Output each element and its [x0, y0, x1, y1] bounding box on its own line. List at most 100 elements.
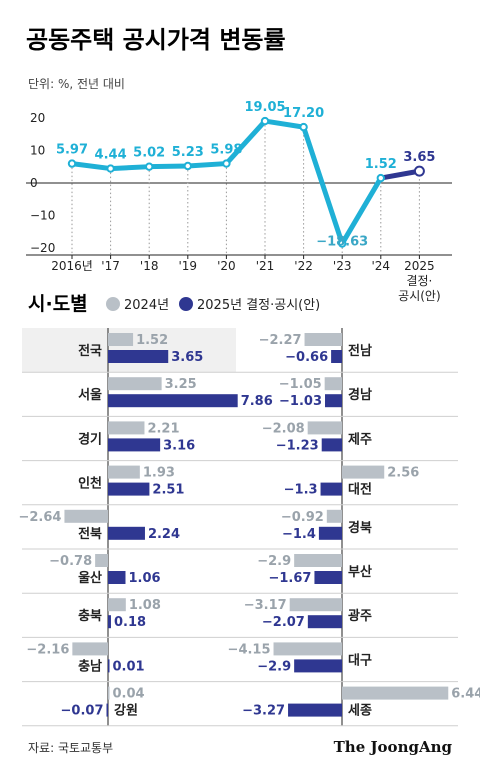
x-tick-label: '17 [101, 259, 120, 273]
value-label: 5.23 [172, 145, 204, 160]
region-label: 광주 [348, 609, 372, 624]
bar-2025 [106, 703, 108, 717]
bar-2024 [342, 686, 449, 700]
x-tick-label: 2025 [404, 259, 435, 273]
series-line [69, 118, 384, 247]
value-label: 1.93 [143, 466, 175, 481]
data-point [222, 159, 231, 168]
value-label: −2.07 [262, 615, 305, 630]
value-label: 3.65 [403, 150, 435, 165]
value-label: 6.44 [451, 687, 480, 702]
data-point [145, 162, 154, 171]
region-label: 경북 [348, 520, 372, 536]
value-label: −0.66 [285, 350, 328, 365]
region-label: 대구 [348, 653, 372, 668]
bar-2025 [108, 571, 126, 584]
value-label: −2.16 [26, 642, 69, 657]
chart-title: 공동주택 공시가격 변동률 [26, 26, 286, 54]
bar-2025 [108, 394, 238, 408]
value-label: 3.65 [171, 350, 203, 365]
line-chart-guides [71, 121, 420, 255]
bar-2025 [108, 615, 111, 629]
region-label: 인천 [78, 476, 102, 492]
legend-swatch-2025 [179, 297, 193, 311]
data-point [183, 161, 193, 171]
y-tick-label: 10 [30, 144, 45, 158]
value-label: 3.16 [163, 438, 195, 453]
legend-swatch-2024 [106, 297, 120, 311]
value-label: −2.9 [257, 659, 291, 674]
x-tick-label: '22 [294, 259, 313, 273]
value-label: 17.20 [283, 106, 324, 121]
brand-logo: The JoongAng [334, 738, 453, 756]
x-tick-label: '21 [256, 259, 275, 273]
value-label: −2.08 [262, 421, 305, 436]
value-label: −0.78 [49, 554, 92, 569]
bar-2024 [324, 377, 342, 391]
bar-2024 [342, 465, 385, 479]
x-tick-label: '23 [333, 259, 352, 273]
source-note: 자료: 국토교통부 [28, 741, 113, 755]
region-label: 전남 [348, 343, 372, 359]
value-label: −4.15 [228, 642, 271, 657]
value-label: 1.06 [128, 571, 160, 586]
data-point [106, 164, 115, 173]
bar-2024 [95, 554, 108, 567]
value-label: 1.52 [365, 157, 397, 172]
region-label: 전북 [78, 526, 102, 542]
bar-2024 [273, 642, 342, 656]
value-label: −1.3 [284, 483, 318, 498]
legend-label-2025: 2025년 결정·공시(안) [197, 298, 320, 313]
bar-2024 [108, 598, 126, 612]
region-label: 제주 [348, 432, 372, 447]
x-tick-label: '24 [372, 259, 391, 273]
bar-2025 [108, 659, 110, 673]
value-label: 0.18 [114, 615, 146, 630]
series-line-2025 [378, 168, 422, 181]
value-label: −3.17 [244, 598, 287, 613]
y-tick-label: 0 [30, 176, 38, 190]
y-tick-label: −10 [30, 209, 55, 223]
bar-2025 [320, 482, 342, 496]
bar-2025 [321, 438, 342, 452]
bar-2025 [108, 526, 145, 540]
bar-2025 [108, 350, 169, 363]
value-label: 2.21 [147, 421, 179, 436]
bar-2024 [72, 642, 108, 656]
unit-note: 단위: %, 전년 대비 [28, 77, 125, 91]
x-tick-label: 결정· [406, 274, 432, 288]
value-label: −1.03 [279, 394, 322, 409]
bar-2025 [294, 659, 342, 673]
bar-2024 [108, 686, 110, 700]
bar-2025 [307, 615, 342, 629]
region-label: 세종 [348, 704, 372, 719]
value-label: −1.05 [279, 377, 322, 392]
bar-2024 [307, 421, 342, 435]
value-label: −1.67 [268, 571, 311, 586]
data-point [67, 159, 77, 168]
series-points [67, 116, 425, 248]
value-label: 1.52 [136, 333, 168, 348]
region-bar-chart: 1.523.65 전국 3.25 7.86 서울 2.21 3.16 경기 1.93 2.51 인천… [18, 328, 480, 727]
value-label: 0.01 [113, 659, 145, 674]
y-tick-label: 20 [30, 111, 45, 125]
x-tick-label: '18 [140, 259, 159, 273]
value-label: 19.05 [244, 100, 285, 115]
region-label: 부산 [348, 564, 372, 580]
bar-2024 [289, 598, 342, 612]
region-label: 전국 [78, 343, 102, 359]
bar-2025 [318, 526, 342, 540]
value-label: −0.07 [61, 704, 104, 719]
value-label: −2.27 [259, 333, 302, 348]
region-label: 충남 [78, 658, 102, 674]
data-point [299, 122, 308, 132]
value-label: 0.04 [113, 687, 145, 702]
region-label: 대전 [348, 482, 372, 498]
bar-2025 [108, 438, 161, 452]
x-tick-label: 공시(안) [398, 289, 440, 303]
bar-2024 [108, 421, 145, 435]
x-tick-label: '19 [179, 259, 198, 273]
bar-2024 [294, 554, 342, 567]
